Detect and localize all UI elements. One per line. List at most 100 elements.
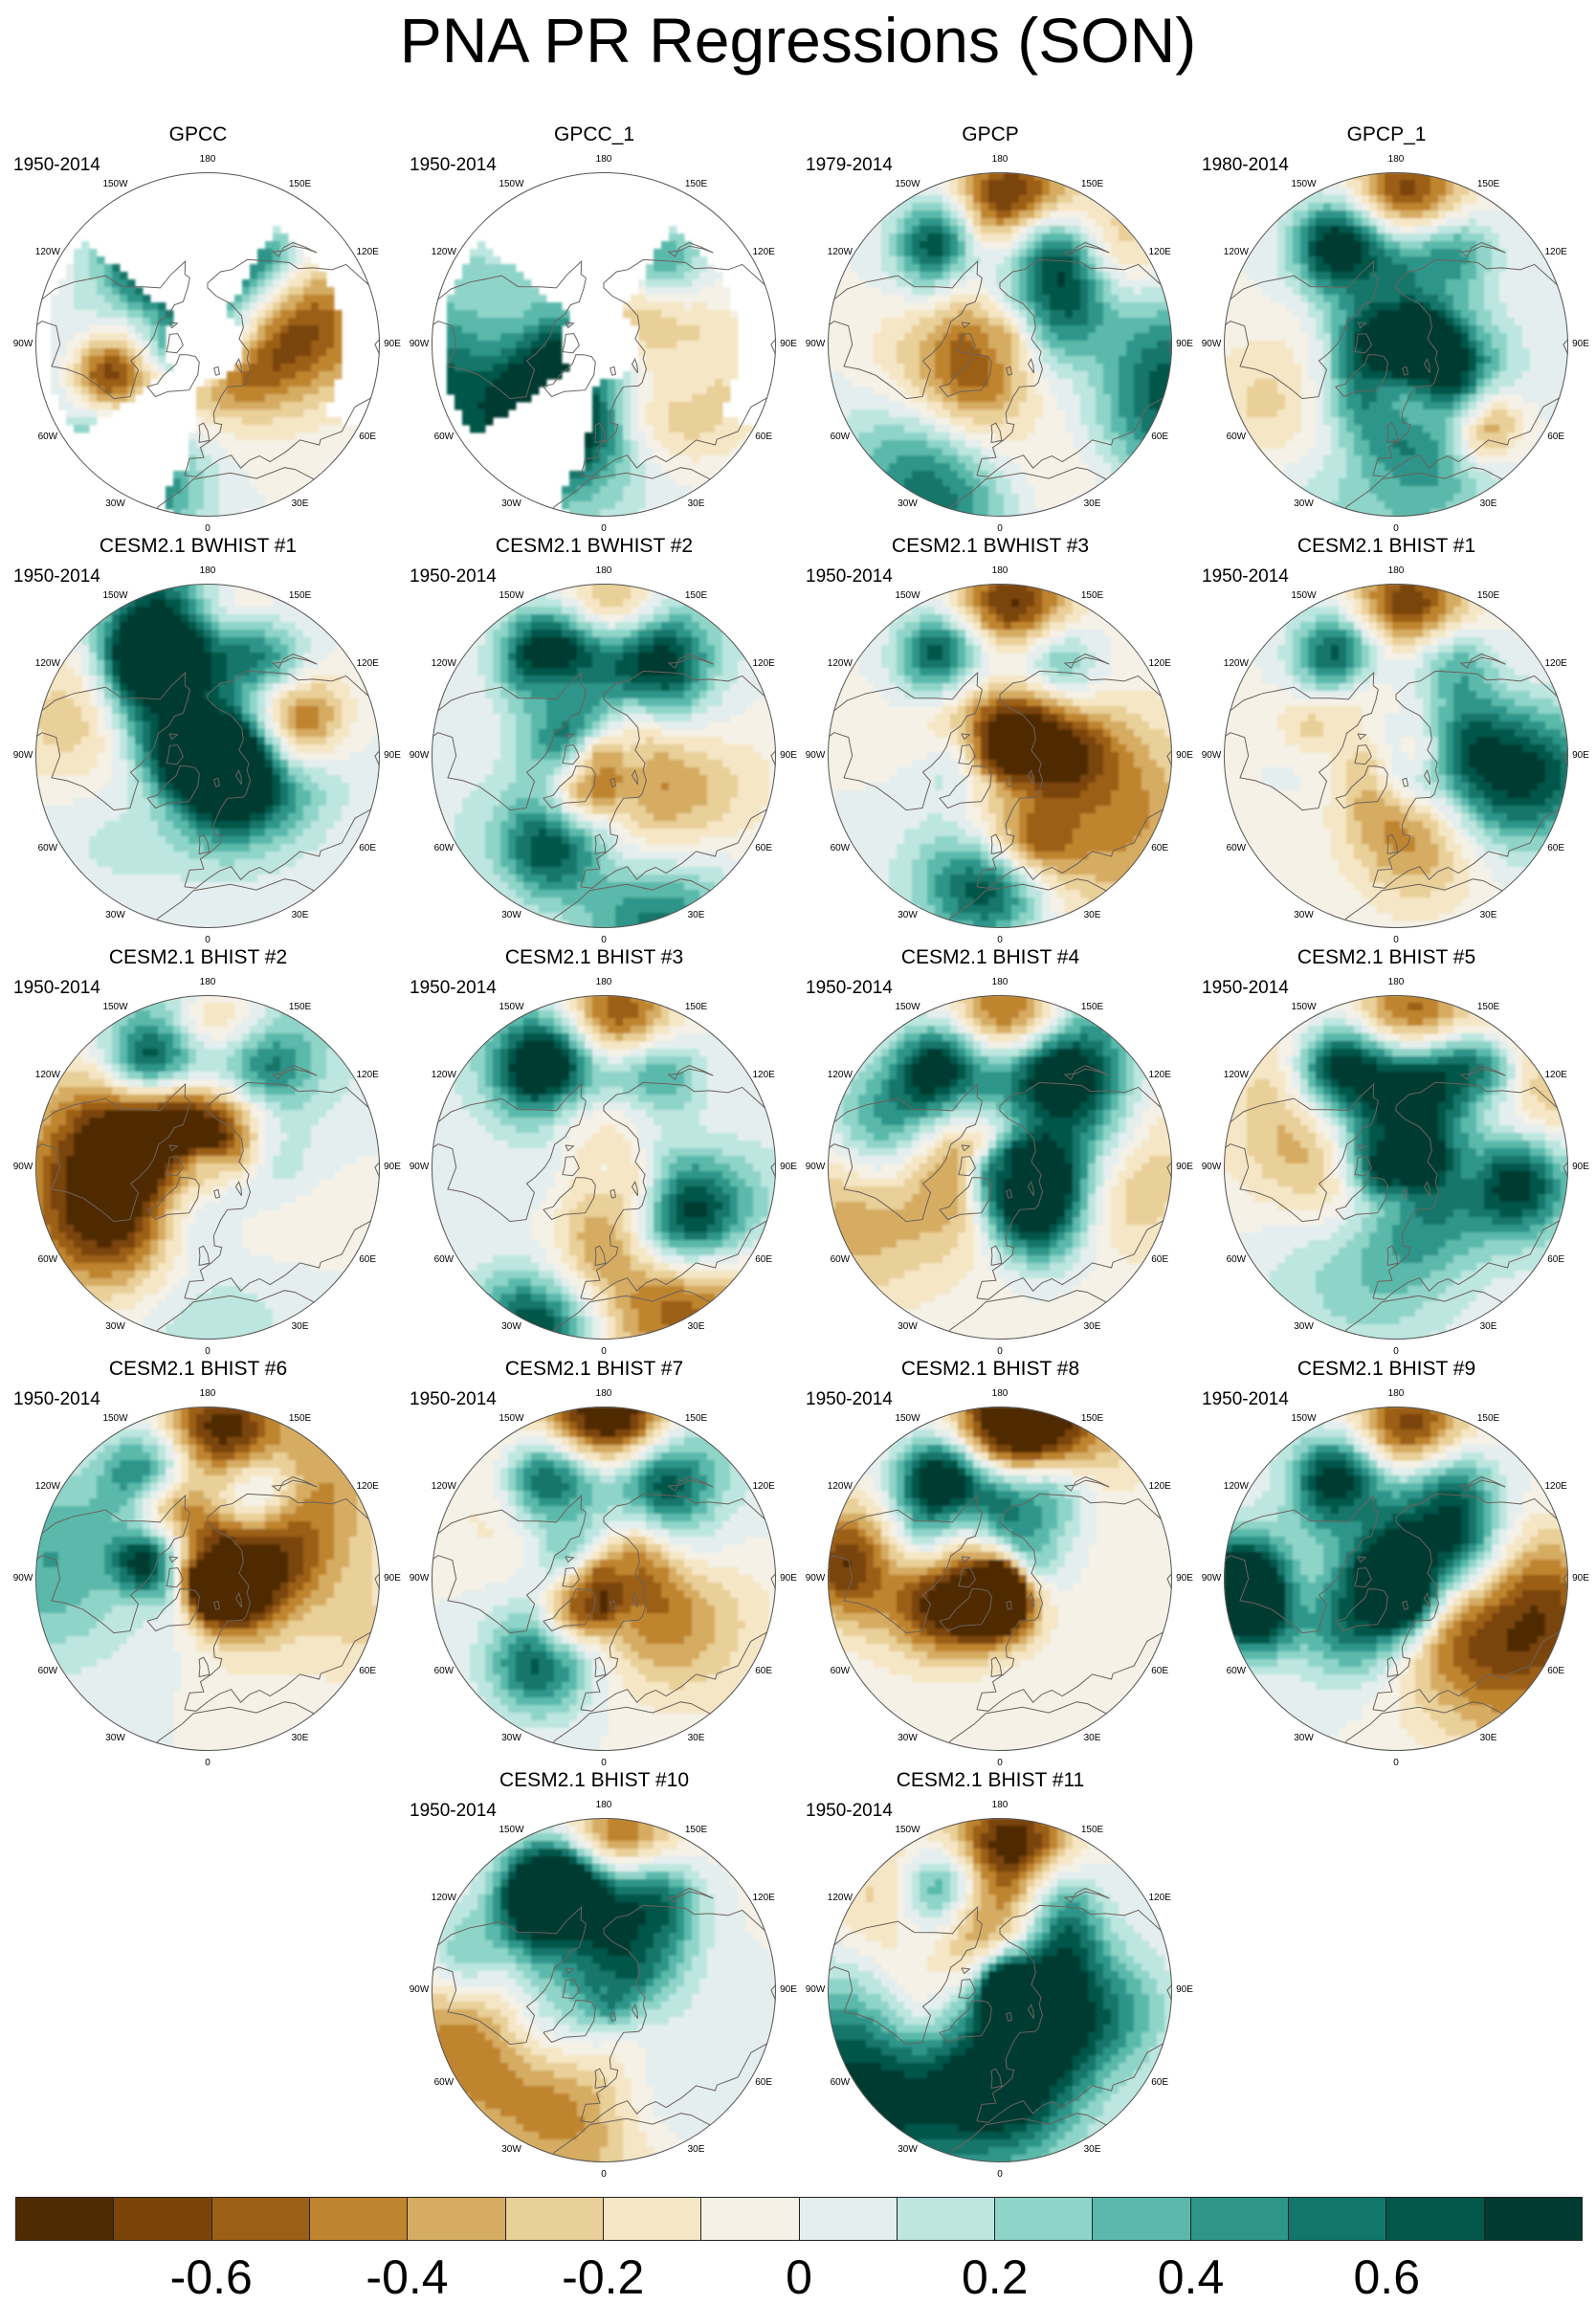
- longitude-label: 60W: [434, 2077, 454, 2089]
- longitude-label: 120W: [35, 1481, 60, 1493]
- longitude-label: 90W: [1202, 1162, 1222, 1173]
- longitude-label: 150W: [499, 590, 523, 602]
- longitude-label: 120W: [432, 1893, 456, 1904]
- map-canvas: [828, 1818, 1172, 2162]
- longitude-label: 60W: [831, 432, 851, 443]
- longitude-label: 180: [596, 1800, 612, 1811]
- longitude-label: 90W: [410, 1573, 430, 1584]
- longitude-label: 30E: [1480, 1321, 1497, 1333]
- longitude-label: 180: [1388, 154, 1405, 166]
- longitude-label: 60E: [1547, 843, 1564, 854]
- panel-title: CESM2.1 BHIST #3: [408, 945, 781, 970]
- anomaly-field: [1224, 1407, 1568, 1751]
- longitude-label: 90W: [1202, 1573, 1222, 1584]
- colorbar-tick-label: 0.2: [962, 2250, 1029, 2304]
- colorbar-swatch: [16, 2198, 114, 2240]
- longitude-label: 120W: [828, 1070, 853, 1081]
- panel-title: CESM2.1 BHIST #7: [408, 1357, 781, 1382]
- longitude-label: 30E: [688, 1733, 705, 1744]
- polar-map: [35, 172, 380, 517]
- map-canvas: [1224, 172, 1568, 517]
- longitude-label: 60E: [1547, 1254, 1564, 1266]
- longitude-label: 120W: [432, 658, 456, 670]
- longitude-label: 120E: [752, 1893, 774, 1904]
- longitude-label: 60E: [1151, 2077, 1168, 2089]
- polar-map: [1224, 172, 1568, 517]
- longitude-label: 150E: [1477, 1413, 1499, 1425]
- longitude-label: 30W: [898, 910, 918, 921]
- colorbar-swatch: [212, 2198, 310, 2240]
- longitude-label: 120E: [1148, 1481, 1170, 1493]
- polar-map: [1224, 1407, 1568, 1751]
- longitude-label: 60W: [831, 1254, 851, 1266]
- longitude-label: 90W: [13, 1573, 33, 1584]
- longitude-label: 30E: [292, 910, 309, 921]
- longitude-label: 150W: [1291, 179, 1316, 190]
- longitude-label: 120W: [828, 247, 853, 258]
- longitude-label: 90E: [780, 1573, 797, 1584]
- longitude-label: 120W: [1224, 247, 1249, 258]
- longitude-label: 60E: [359, 432, 376, 443]
- colorbar-swatch: [310, 2198, 408, 2240]
- longitude-label: 60E: [755, 843, 772, 854]
- anomaly-field: [828, 995, 1172, 1340]
- longitude-label: 150E: [685, 590, 707, 602]
- panel-title: CESM2.1 BHIST #6: [11, 1357, 385, 1382]
- longitude-label: 90E: [1176, 1984, 1193, 1996]
- longitude-label: 90W: [806, 1573, 826, 1584]
- longitude-label: 180: [992, 565, 1009, 577]
- map-canvas: [432, 584, 776, 928]
- panel-title: CESM2.1 BHIST #2: [11, 945, 385, 970]
- longitude-label: 150E: [1081, 179, 1103, 190]
- colorbar-swatch: [1485, 2198, 1582, 2240]
- longitude-label: 30W: [501, 1321, 521, 1333]
- anomaly-field: [828, 1818, 1172, 2162]
- map-canvas: [432, 172, 776, 517]
- longitude-label: 30E: [1084, 2144, 1101, 2156]
- longitude-label: 60W: [434, 843, 454, 854]
- longitude-label: 60W: [1227, 843, 1247, 854]
- longitude-label: 30W: [1294, 910, 1314, 921]
- colorbar-tick-label: 0.6: [1353, 2250, 1420, 2304]
- panel-title: GPCP: [804, 122, 1177, 147]
- colorbar-swatch: [898, 2198, 995, 2240]
- longitude-label: 120W: [1224, 1070, 1249, 1081]
- longitude-label: 150E: [685, 179, 707, 190]
- longitude-label: 120W: [35, 1070, 60, 1081]
- longitude-label: 120W: [1224, 1481, 1249, 1493]
- longitude-label: 180: [596, 565, 612, 577]
- polar-map: [828, 1818, 1172, 2162]
- longitude-label: 30E: [1084, 1733, 1101, 1744]
- longitude-label: 90E: [1572, 1573, 1589, 1584]
- polar-map: [432, 172, 776, 517]
- longitude-label: 150W: [1291, 590, 1316, 602]
- longitude-label: 150W: [1291, 1002, 1316, 1013]
- longitude-label: 90E: [1176, 339, 1193, 350]
- longitude-label: 90W: [410, 750, 430, 762]
- longitude-label: 150E: [1477, 179, 1499, 190]
- longitude-label: 120W: [432, 1070, 456, 1081]
- longitude-label: 90W: [1202, 339, 1222, 350]
- longitude-label: 30W: [501, 1733, 521, 1744]
- longitude-label: 30E: [292, 498, 309, 510]
- longitude-label: 180: [992, 154, 1009, 166]
- longitude-label: 120E: [356, 658, 378, 670]
- longitude-label: 150W: [499, 179, 523, 190]
- longitude-label: 150W: [895, 590, 920, 602]
- figure-title: PNA PR Regressions (SON): [0, 2, 1596, 78]
- longitude-label: 90E: [780, 750, 797, 762]
- longitude-label: 150E: [289, 1413, 311, 1425]
- longitude-label: 90W: [806, 1984, 826, 1996]
- polar-map: [35, 995, 380, 1340]
- longitude-label: 30W: [1294, 498, 1314, 510]
- longitude-label: 90E: [384, 1573, 401, 1584]
- panel-title: CESM2.1 BHIST #4: [804, 945, 1177, 970]
- longitude-label: 60E: [359, 1254, 376, 1266]
- panel-title: GPCC_1: [408, 122, 781, 147]
